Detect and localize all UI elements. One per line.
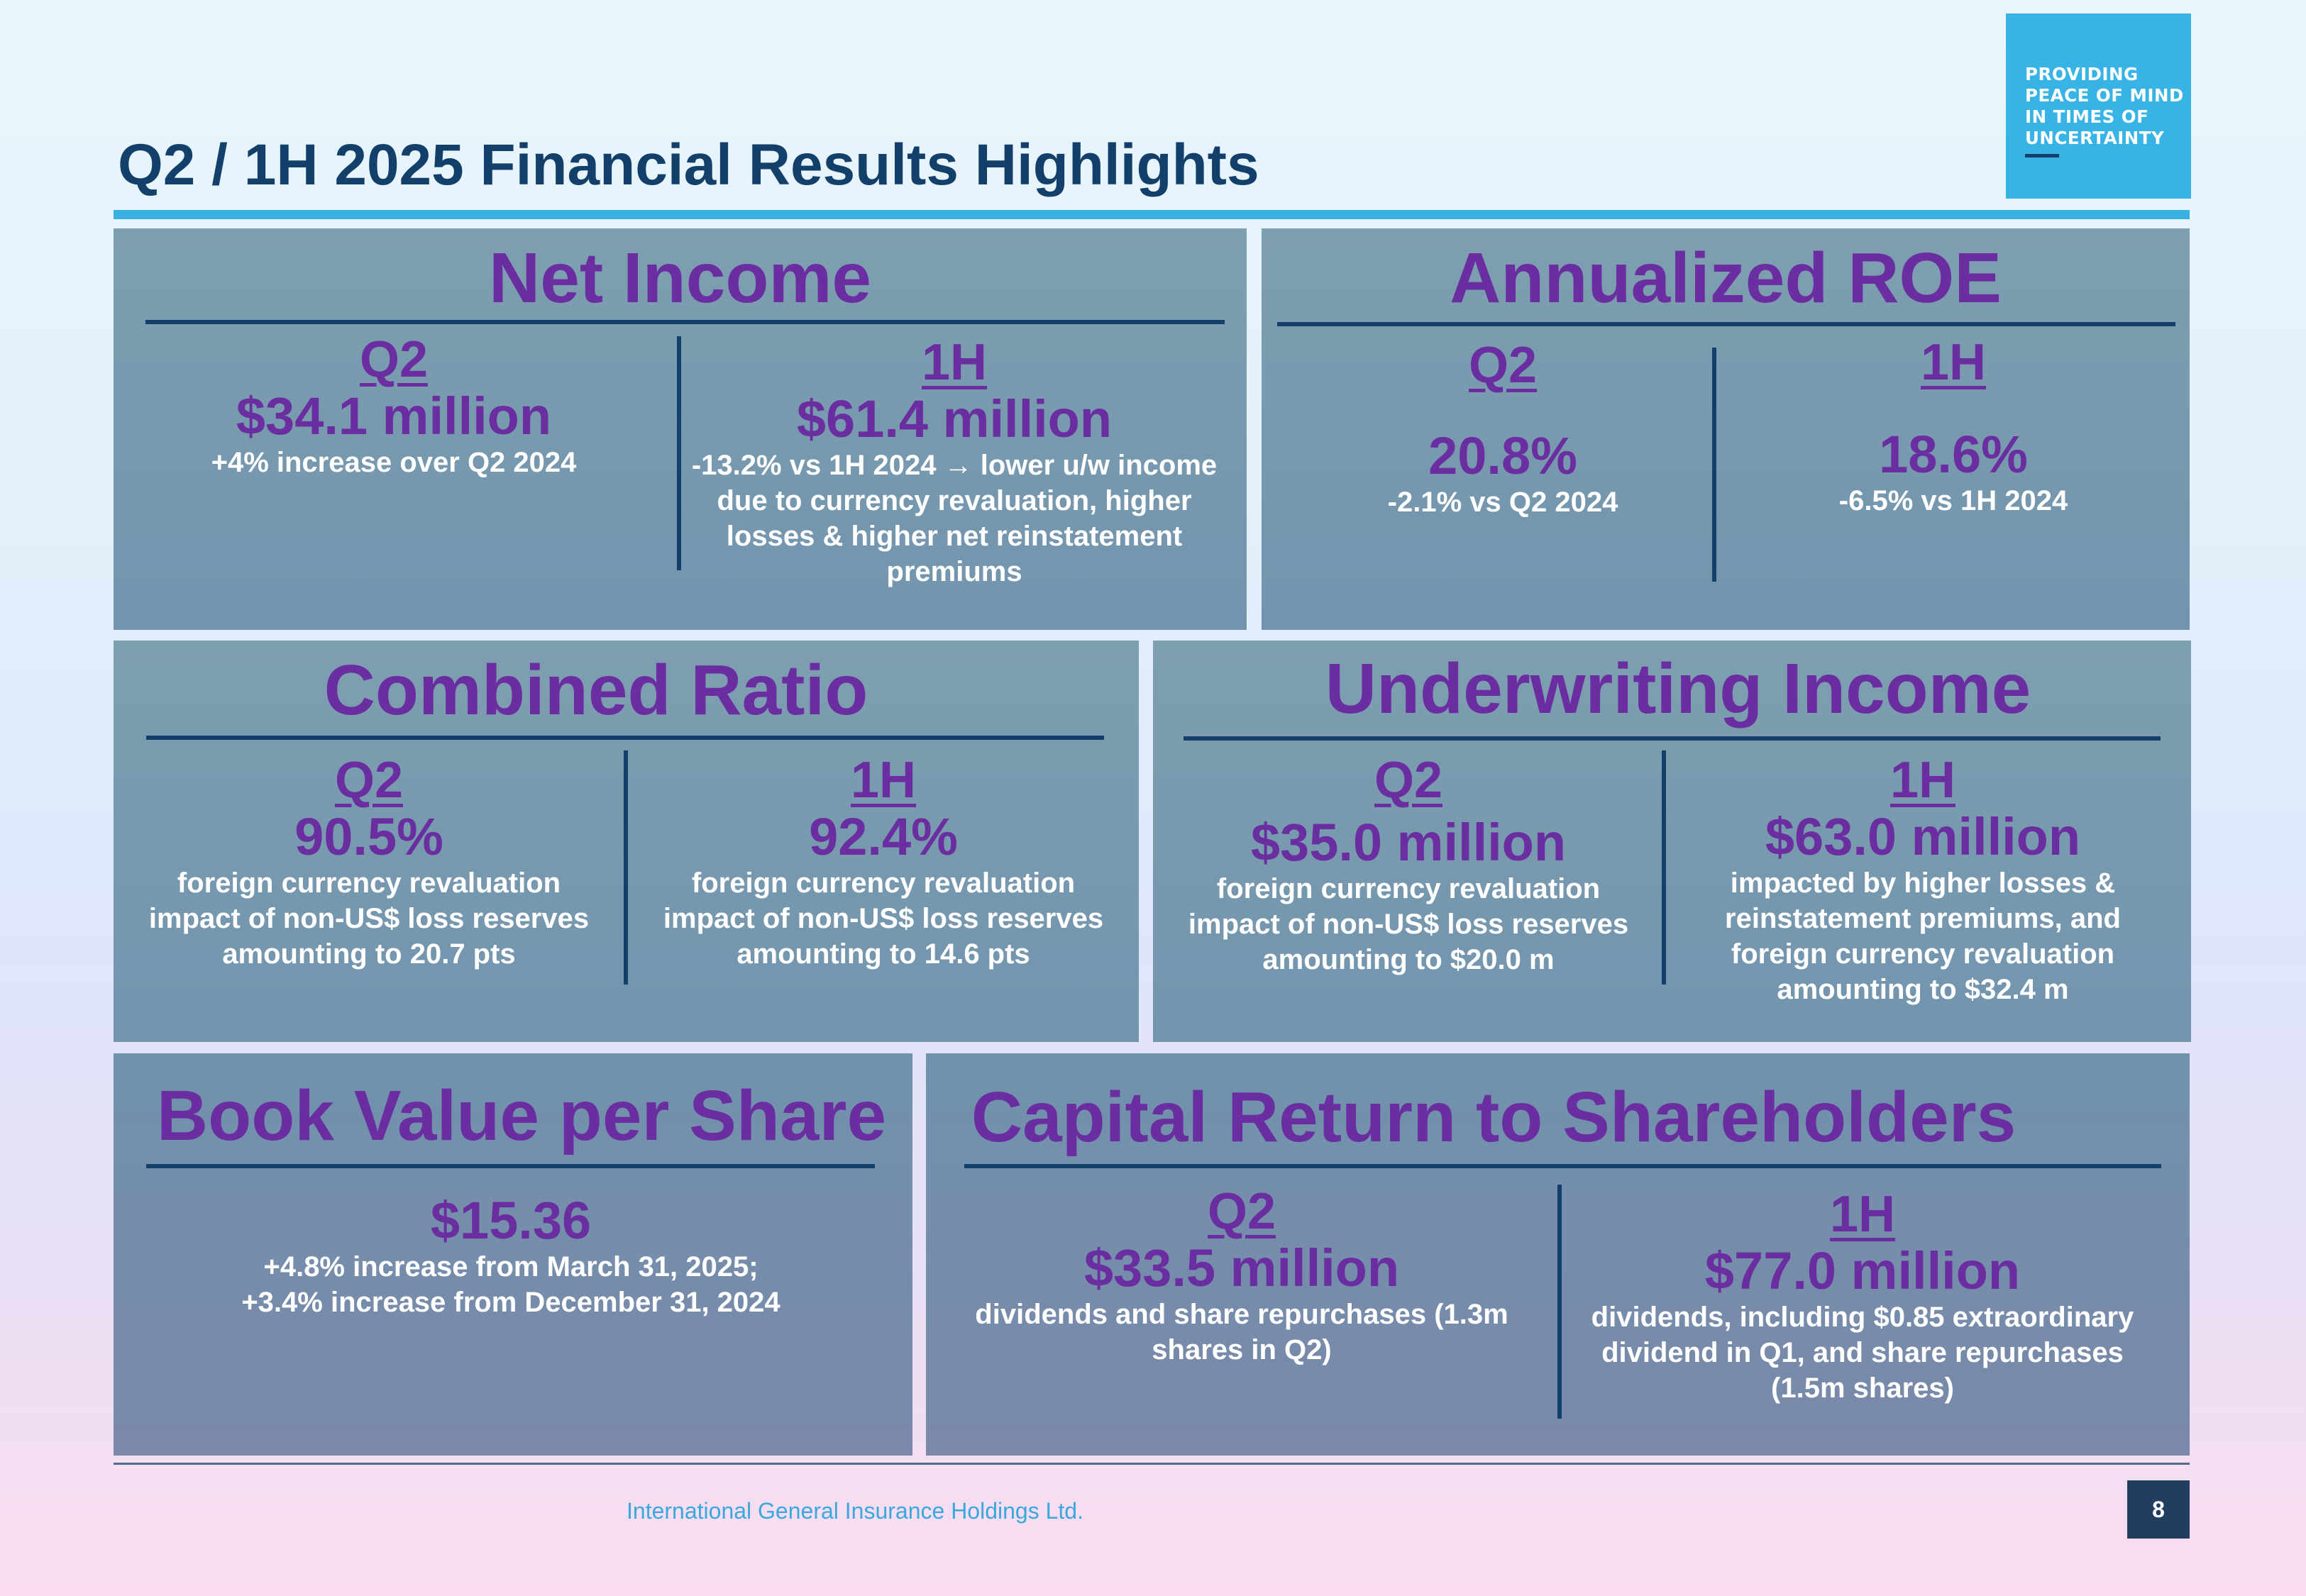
combined-ratio-1h-value: 92.4% [809,807,958,866]
roe-panel: Annualized ROE Q2 20.8% -2.1% vs Q2 2024… [1262,228,2190,630]
book-value-value: $15.36 [430,1191,592,1250]
underwriting-income-1h-column: 1H $63.0 million impacted by higher loss… [1678,752,2168,1007]
underwriting-income-heading-rule [1184,736,2161,741]
underwriting-income-q2-value: $35.0 million [1250,812,1567,872]
capital-return-q2-value: $33.5 million [1083,1238,1400,1297]
roe-q2-value: 20.8% [1428,426,1577,485]
underwriting-income-1h-label: 1H [1890,752,1956,809]
page-number: 8 [2127,1480,2190,1539]
footer-divider [114,1463,2190,1465]
roe-1h-column: 1H 18.6% -6.5% vs 1H 2024 [1730,336,2177,519]
combined-ratio-1h-column: 1H 92.4% foreign currency revaluation im… [646,752,1121,972]
combined-ratio-q2-value: 90.5% [294,807,443,866]
underwriting-income-q2-label: Q2 [1374,752,1443,809]
net-income-q2-label: Q2 [359,331,429,388]
book-value-note-1: +4.8% increase from March 31, 2025; [263,1251,758,1283]
combined-ratio-q2-column: Q2 90.5% foreign currency revaluation im… [135,752,603,972]
roe-q2-label: Q2 [1468,337,1538,394]
net-income-q2-note: +4% increase over Q2 2024 [211,446,577,478]
title-underline [114,210,2190,219]
logo-line-1: PROVIDING [2025,64,2139,84]
roe-q2-column: Q2 20.8% -2.1% vs Q2 2024 [1304,337,1701,520]
combined-ratio-1h-note: foreign currency revaluation impact of n… [663,867,1104,970]
net-income-1h-value: $61.4 million [796,389,1113,448]
combined-ratio-heading-rule [146,736,1104,740]
capital-return-1h-column: 1H $77.0 million dividends, including $0… [1579,1186,2146,1406]
logo-line-3: IN TIMES OF [2025,106,2149,127]
net-income-panel: Net Income Q2 $34.1 million +4% increase… [114,228,1247,630]
underwriting-income-q2-note: foreign currency revaluation impact of n… [1188,872,1629,975]
underwriting-income-panel: Underwriting Income Q2 $35.0 million for… [1153,641,2191,1042]
book-value-heading-rule [146,1164,875,1168]
roe-1h-value: 18.6% [1879,424,2028,484]
footer-company-name: International General Insurance Holdings… [627,1498,1083,1524]
underwriting-income-divider [1662,750,1666,985]
logo-dash [2025,154,2059,157]
net-income-heading-rule [145,320,1225,324]
book-value-note-2: +3.4% increase from December 31, 2024 [241,1287,780,1319]
combined-ratio-q2-label: Q2 [334,752,404,809]
capital-return-q2-column: Q2 $33.5 million dividends and share rep… [969,1185,1515,1368]
combined-ratio-panel: Combined Ratio Q2 90.5% foreign currency… [114,641,1139,1042]
capital-return-divider [1557,1185,1562,1419]
roe-heading: Annualized ROE [1450,238,2002,318]
underwriting-income-1h-value: $63.0 million [1765,807,2081,866]
capital-return-1h-label: 1H [1829,1186,1896,1243]
roe-q2-note: -2.1% vs Q2 2024 [1387,486,1618,518]
net-income-1h-note: -13.2% vs 1H 2024 → lower u/w income due… [691,449,1218,587]
combined-ratio-q2-note: foreign currency revaluation impact of n… [148,867,590,970]
capital-return-1h-value: $77.0 million [1704,1241,2021,1300]
capital-return-q2-note: dividends and share repurchases (1.3m sh… [975,1298,1508,1365]
combined-ratio-heading: Combined Ratio [324,650,868,730]
roe-1h-note: -6.5% vs 1H 2024 [1838,484,2068,516]
net-income-1h-column: 1H $61.4 million -13.2% vs 1H 2024 → low… [681,336,1228,589]
book-value-panel: Book Value per Share $15.36 +4.8% increa… [114,1053,912,1456]
net-income-1h-label: 1H [921,334,988,391]
combined-ratio-1h-label: 1H [850,752,917,809]
brand-logo: PROVIDING PEACE OF MIND IN TIMES OF UNCE… [2006,13,2191,199]
logo-line-2: PEACE OF MIND [2025,85,2184,106]
roe-divider [1712,348,1716,582]
capital-return-q2-label: Q2 [1207,1183,1276,1240]
capital-return-panel: Capital Return to Shareholders Q2 $33.5 … [926,1053,2190,1456]
capital-return-heading-rule [964,1164,2161,1168]
underwriting-income-1h-note: impacted by higher losses & reinstatemen… [1725,867,2121,1005]
roe-heading-rule [1277,322,2175,326]
book-value-heading: Book Value per Share [156,1076,887,1156]
underwriting-income-q2-column: Q2 $35.0 million foreign currency revalu… [1167,752,1650,977]
net-income-divider [677,336,681,570]
page-title: Q2 / 1H 2025 Financial Results Highlight… [118,133,1259,197]
logo-line-4: UNCERTAINTY [2025,128,2165,148]
capital-return-1h-note: dividends, including $0.85 extraordinary… [1591,1301,2134,1404]
underwriting-income-heading: Underwriting Income [1325,649,2031,728]
roe-1h-label: 1H [1920,334,1987,391]
combined-ratio-divider [624,750,628,985]
net-income-heading: Net Income [488,238,871,318]
net-income-q2-value: $34.1 million [236,386,552,445]
net-income-q2-column: Q2 $34.1 million +4% increase over Q2 20… [142,333,646,480]
book-value-column: $15.36 +4.8% increase from March 31, 202… [142,1192,880,1320]
capital-return-heading: Capital Return to Shareholders [971,1077,2017,1157]
